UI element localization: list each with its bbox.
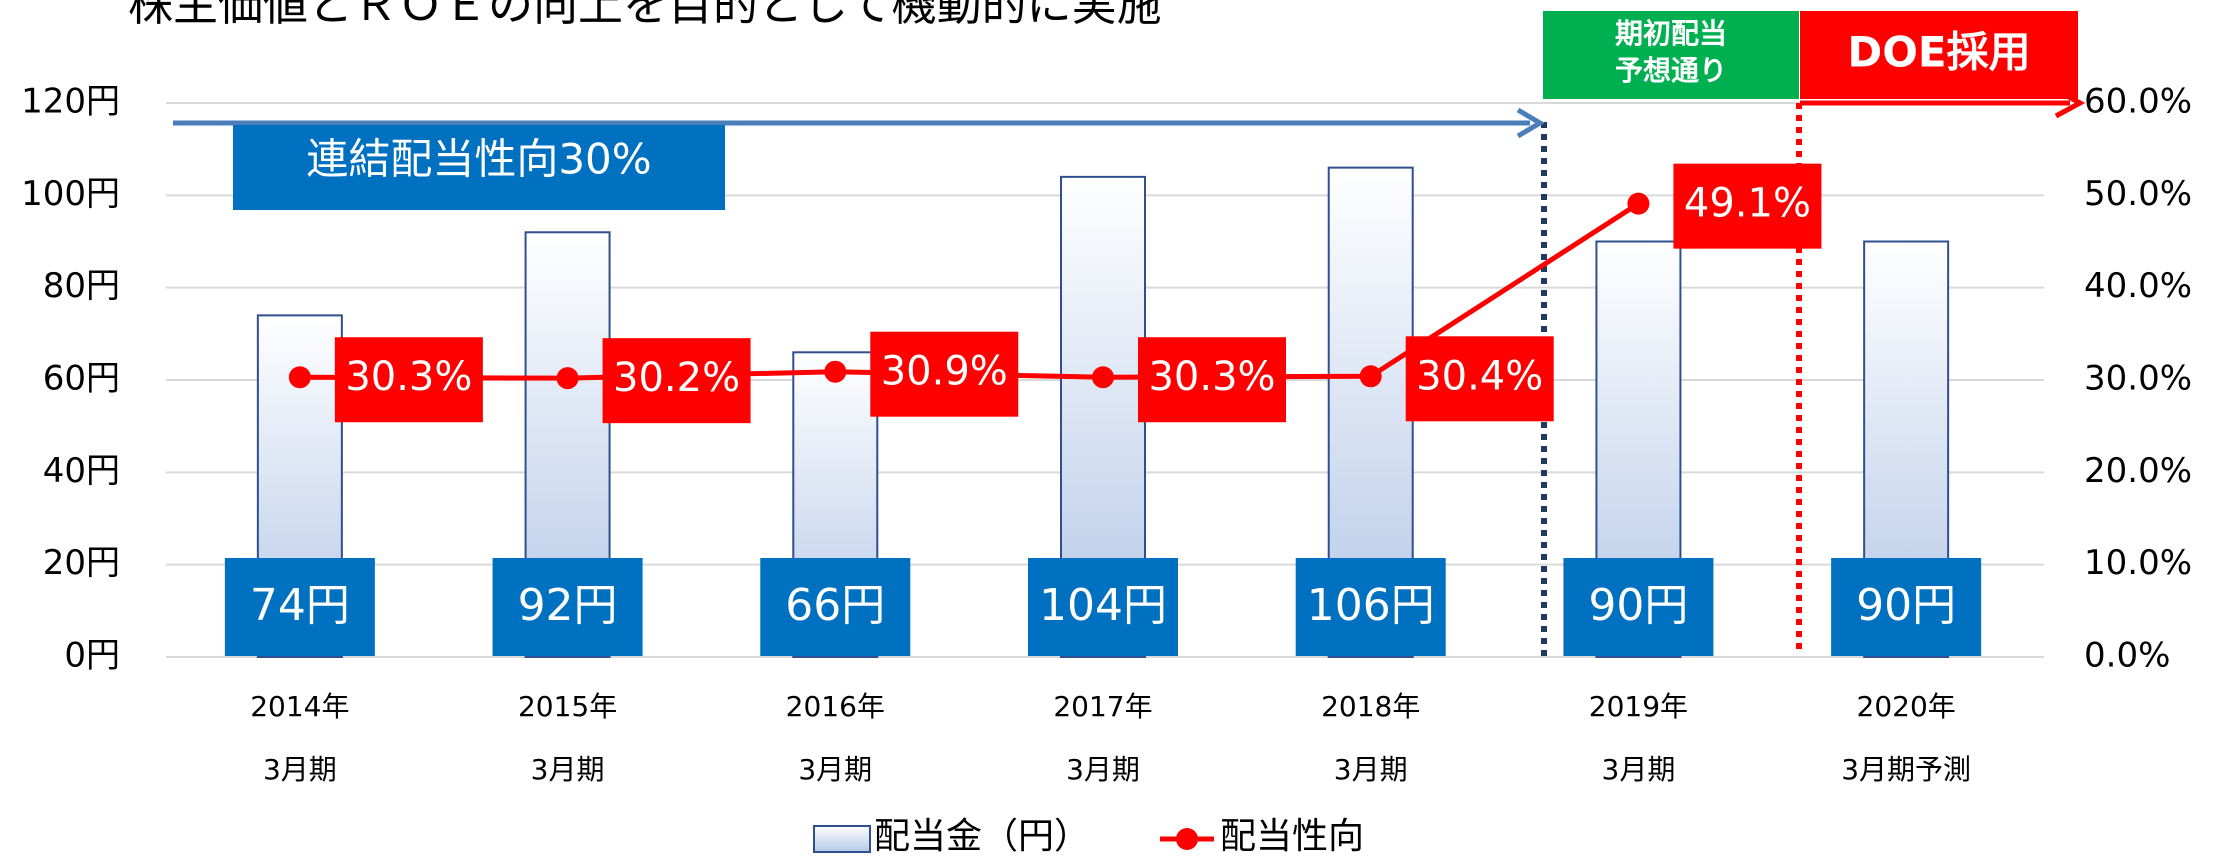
x-tick-label: 2018年 <box>1321 690 1420 723</box>
data-label-box <box>1563 558 1714 656</box>
x-tick-label: 3月期 <box>1334 753 1408 786</box>
x-tick-label: 3月期 <box>1066 753 1140 786</box>
data-label-box <box>1028 558 1178 656</box>
data-label: 49.1% <box>1684 181 1811 227</box>
x-tick-label: 2015年 <box>518 690 617 723</box>
data-label: 106円 <box>1307 580 1435 631</box>
chart-title: 株主価値とＲＯＥの向上を目的として機動的に実施 <box>128 0 1162 31</box>
x-tick-label: 2014年 <box>250 690 349 723</box>
x-tick-label: 2019年 <box>1589 690 1688 723</box>
data-label: 104円 <box>1039 580 1167 631</box>
annotation: 期初配当 <box>1615 17 1727 50</box>
data-label-box <box>1673 163 1822 249</box>
y2-tick-label: 10.0% <box>2084 543 2192 583</box>
data-label-box <box>492 558 643 656</box>
data-label-box <box>1295 558 1446 656</box>
y-tick-label: 120円 <box>21 82 120 122</box>
y-tick-label: 0円 <box>64 636 120 676</box>
x-tick-label: 3月期 <box>798 753 872 786</box>
data-label: 92円 <box>518 580 618 631</box>
line-point <box>1092 366 1114 389</box>
annotation: 連結配当性向30% <box>306 135 651 184</box>
data-label-box <box>1138 337 1286 423</box>
legend-label: 配当金（円） <box>874 816 1090 856</box>
y2-tick-label: 40.0% <box>2084 266 2192 306</box>
x-tick-label: 2016年 <box>786 690 885 723</box>
data-label: 30.4% <box>1416 353 1543 399</box>
annotation-box <box>1543 11 1799 99</box>
x-tick-label: 3月期 <box>263 753 337 786</box>
data-label: 30.3% <box>345 354 472 400</box>
arrow-head <box>1516 107 1545 139</box>
x-tick-label: 3月期 <box>1602 753 1676 786</box>
data-label-box <box>870 331 1019 417</box>
x-tick-label: 3月期 <box>531 753 605 786</box>
legend-label: 配当性向 <box>1220 816 1364 856</box>
data-label-box <box>224 558 375 656</box>
legend: 配当金（円） 配当性向 <box>813 816 1364 856</box>
data-label-box <box>760 558 911 656</box>
x-tick-label: 2017年 <box>1053 690 1152 723</box>
legend-swatch <box>1176 828 1198 850</box>
data-label-box <box>602 338 751 424</box>
y2-tick-label: 0.0% <box>2084 636 2170 676</box>
y-tick-label: 40円 <box>43 451 120 491</box>
data-label: 90円 <box>1588 580 1688 631</box>
line-point <box>824 360 847 383</box>
y-tick-label: 80円 <box>43 266 120 306</box>
x-tick-label: 3月期予測 <box>1841 753 1971 786</box>
y2-tick-label: 20.0% <box>2084 451 2192 491</box>
data-label-box <box>1405 336 1554 422</box>
legend-swatch <box>813 825 871 853</box>
line-point <box>1627 192 1650 215</box>
annotation-box <box>1800 11 2078 99</box>
data-label: 30.3% <box>1148 354 1275 400</box>
data-label: 66円 <box>785 580 885 631</box>
data-label: 90円 <box>1856 580 1956 631</box>
y2-tick-label: 50.0% <box>2084 174 2192 214</box>
annotation: DOE採用 <box>1847 28 2030 77</box>
x-tick-label: 2020年 <box>1857 690 1956 723</box>
data-label: 30.9% <box>881 349 1008 395</box>
annotation-box <box>233 125 725 210</box>
line-point <box>556 367 579 390</box>
y2-tick-label: 60.0% <box>2084 82 2192 122</box>
grid: 0円 20円 40円 60円 80円 100円 120円 0.0% 10.0% 20.0% 30.0… <box>21 82 2192 787</box>
y-tick-label: 100円 <box>21 174 120 214</box>
data-label-box <box>334 337 483 423</box>
data-label: 74円 <box>250 580 350 631</box>
data-label: 30.2% <box>613 355 740 401</box>
y2-tick-label: 30.0% <box>2084 359 2192 399</box>
line-series: 74円 92円 66円 104円 106円 90円 90円 30.3% 30.2% 30.9% 30… <box>224 163 1982 656</box>
data-label-box <box>1831 558 1982 656</box>
line-point <box>288 366 311 389</box>
y-tick-label: 20円 <box>43 543 120 583</box>
y-tick-label: 60円 <box>43 359 120 399</box>
annotation: 予想通り <box>1615 54 1727 87</box>
line-point <box>1359 365 1382 388</box>
